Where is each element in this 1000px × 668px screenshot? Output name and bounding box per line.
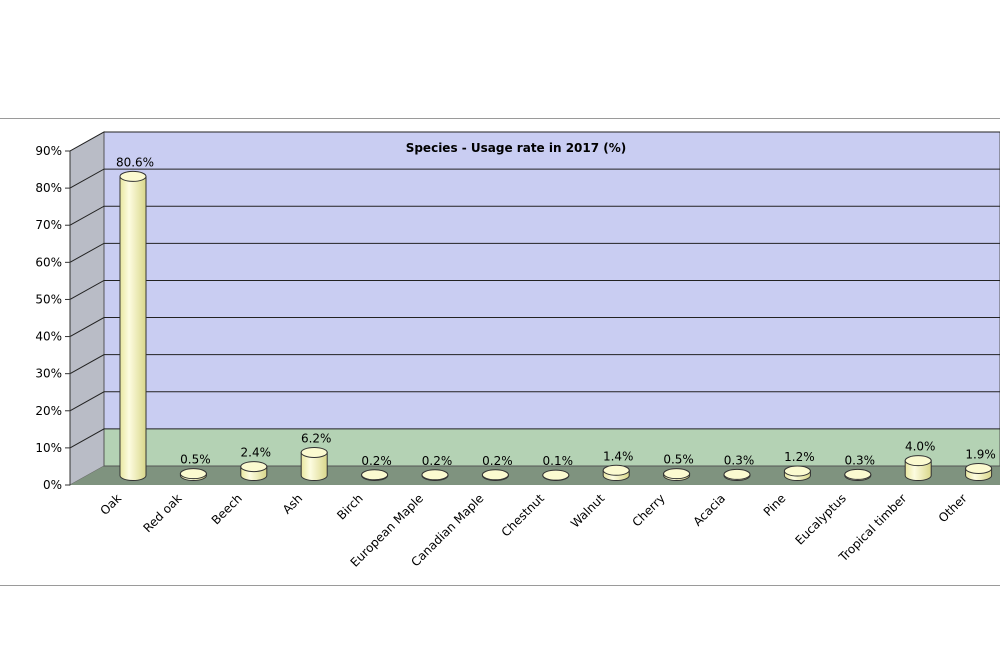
category-label: Cherry [629, 491, 667, 529]
y-tick-label: 0% [43, 478, 62, 492]
y-tick-label: 50% [35, 292, 62, 306]
category-label: Acacia [690, 491, 728, 529]
bar-top [844, 468, 872, 480]
chart-title: Species - Usage rate in 2017 (%) [406, 141, 627, 155]
category-label: Red oak [140, 491, 184, 535]
bar-top [663, 468, 691, 480]
y-tick-label: 20% [35, 404, 62, 418]
bar-top [481, 469, 509, 481]
gridline [69, 131, 1000, 152]
y-tick-label: 90% [35, 144, 62, 158]
gridline [69, 428, 1000, 449]
category-label: Birch [334, 491, 365, 522]
y-tick-label: 70% [35, 218, 62, 232]
data-label: 0.3% [845, 453, 876, 467]
bar-top [965, 462, 993, 474]
bar-top [904, 455, 932, 467]
category-label: Oak [97, 491, 124, 518]
bar [844, 468, 872, 481]
bar [421, 469, 449, 481]
bar [723, 468, 751, 481]
bar [361, 469, 389, 481]
bar [179, 468, 207, 481]
data-label: 80.6% [116, 155, 154, 169]
bar [240, 461, 268, 481]
data-label: 0.1% [543, 454, 574, 468]
data-label: 6.2% [301, 431, 332, 445]
bar [965, 462, 993, 481]
data-labels: 80.6% 0.5% 2.4% 6.2% 0.2% 0.2% 0.2% 0.1% 1.4% 0.5… [116, 155, 996, 468]
bar-top [240, 461, 268, 473]
category-label: Other [936, 491, 970, 525]
y-axis: 0% 10% 20% 30% 40% 50% 60% 70% 80% 90% [35, 144, 71, 492]
category-label: Ash [280, 491, 306, 517]
y-tick-label: 80% [35, 181, 62, 195]
gridline [69, 205, 1000, 226]
y-tick-label: 60% [35, 255, 62, 269]
data-label: 1.4% [603, 449, 634, 463]
data-label: 1.2% [784, 450, 815, 464]
bar-chart: 0% 10% 20% 30% 40% 50% 60% 70% 80% 90% 80.6% 0.5% 2… [35, 131, 1000, 570]
category-label: Eucalyptus [793, 491, 849, 547]
bar-top [421, 469, 449, 481]
y-tick-label: 40% [35, 330, 62, 344]
gridline [69, 317, 1000, 337]
data-label: 0.3% [724, 453, 755, 467]
data-label: 0.2% [422, 454, 453, 468]
bar-body [119, 175, 147, 481]
category-label: Pine [761, 491, 789, 519]
gridline [69, 391, 1000, 412]
y-tick-label: 30% [35, 367, 62, 381]
gridline [69, 354, 1000, 375]
bar [542, 469, 570, 481]
bar [783, 465, 811, 481]
bar-top [783, 465, 811, 477]
bar [904, 455, 932, 481]
bar-top [542, 469, 570, 481]
bar-body [300, 451, 328, 481]
data-label: 0.5% [663, 453, 694, 467]
data-label: 2.4% [241, 446, 272, 460]
bar [602, 464, 630, 481]
back-wall-band [104, 428, 1000, 466]
data-label: 0.2% [482, 454, 513, 468]
bar-body [904, 460, 932, 481]
category-label: Walnut [568, 491, 608, 531]
gridline [69, 279, 1000, 300]
gridline [69, 242, 1000, 263]
data-label: 1.9% [965, 447, 996, 461]
bar-top [119, 170, 147, 182]
data-label: 0.2% [361, 454, 392, 468]
bar-top [300, 446, 328, 458]
bar-top [602, 464, 630, 476]
data-label: 4.0% [905, 440, 936, 454]
bar [481, 469, 509, 481]
bar [663, 468, 691, 481]
bar-top [361, 469, 389, 481]
data-label: 0.5% [180, 453, 211, 467]
plot-area [69, 131, 1000, 486]
gridline [69, 168, 1000, 189]
bar-top [179, 468, 207, 480]
chart-frame: 0% 10% 20% 30% 40% 50% 60% 70% 80% 90% 80.6% 0.5% 2… [0, 118, 1000, 586]
y-tick-label: 10% [35, 441, 62, 455]
bar [119, 170, 147, 481]
category-label: Chestnut [499, 491, 547, 539]
gridlines [69, 131, 1000, 449]
back-wall [104, 132, 1000, 466]
bars [119, 170, 993, 481]
bar-top [723, 468, 751, 480]
category-label: Beech [209, 491, 245, 527]
bar [300, 446, 328, 481]
